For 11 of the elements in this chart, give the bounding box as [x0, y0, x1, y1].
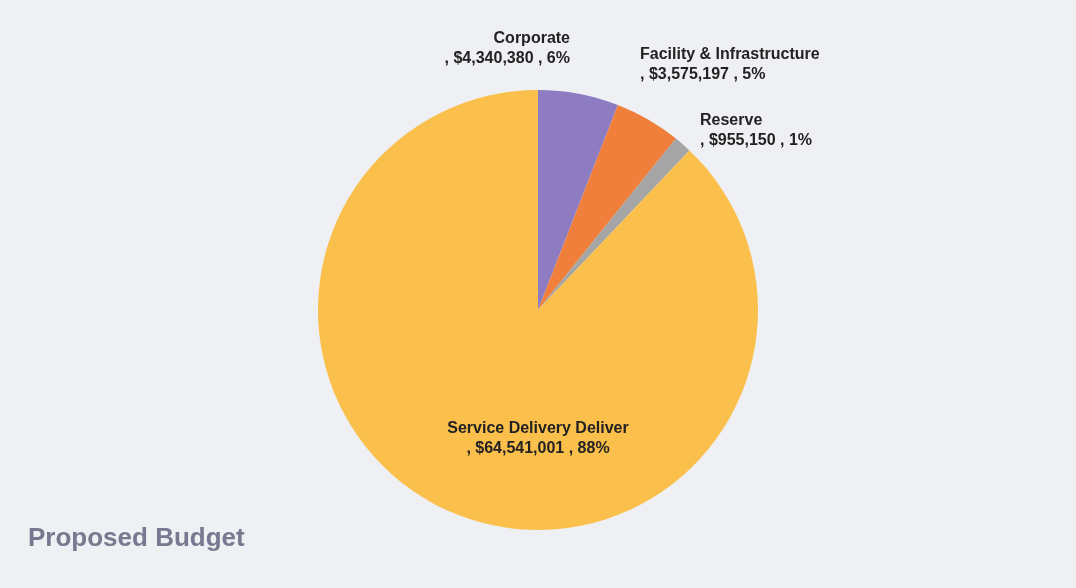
data-label: , $3,575,197 , 5%: [640, 65, 766, 82]
slice-label: Facility & Infrastructure: [640, 45, 820, 62]
slice-label: Service Delivery Deliver: [447, 419, 629, 436]
data-label: , $64,541,001 , 88%: [466, 439, 610, 456]
slice-label: Reserve: [700, 111, 763, 128]
pie-slice: [538, 105, 676, 310]
data-label: , $955,150 , 1%: [700, 131, 813, 148]
slice-label: Corporate: [493, 29, 571, 46]
pie-slice: [538, 90, 618, 310]
data-label: , $4,340,380 , 6%: [444, 49, 570, 66]
text: Proposed Budget: [28, 522, 246, 552]
